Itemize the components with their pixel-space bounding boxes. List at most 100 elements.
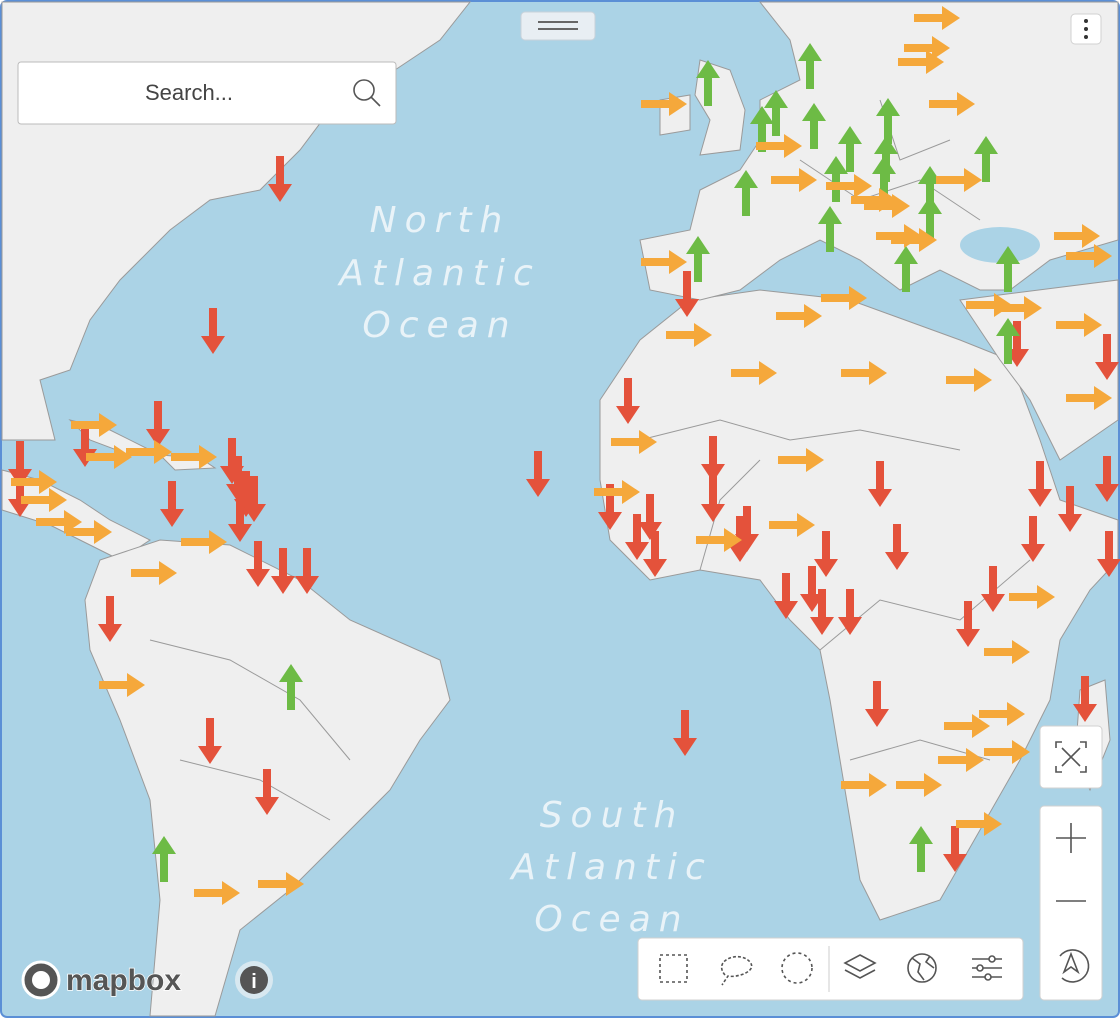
marker-right[interactable]	[131, 561, 177, 585]
marker-right[interactable]	[99, 673, 145, 697]
marker-right[interactable]	[841, 773, 887, 797]
marker-right[interactable]	[696, 528, 742, 552]
marker-right[interactable]	[1009, 585, 1055, 609]
marker-down[interactable]	[160, 481, 184, 527]
marker-down[interactable]	[865, 681, 889, 727]
marker-down[interactable]	[8, 471, 32, 517]
marker-right[interactable]	[891, 228, 937, 252]
marker-down[interactable]	[198, 718, 222, 764]
marker-down[interactable]	[943, 826, 967, 872]
marker-right[interactable]	[641, 250, 687, 274]
marker-right[interactable]	[126, 440, 172, 464]
marker-down[interactable]	[201, 308, 225, 354]
marker-right[interactable]	[1054, 224, 1100, 248]
marker-down[interactable]	[1097, 531, 1120, 577]
marker-down[interactable]	[271, 548, 295, 594]
mapbox-logo[interactable]: mapbox	[21, 960, 182, 1000]
marker-up[interactable]	[152, 836, 176, 882]
marker-right[interactable]	[594, 480, 640, 504]
marker-right[interactable]	[641, 92, 687, 116]
marker-right[interactable]	[944, 714, 990, 738]
marker-right[interactable]	[864, 194, 910, 218]
panel-handle[interactable]	[520, 11, 596, 41]
marker-right[interactable]	[984, 640, 1030, 664]
marker-up[interactable]	[734, 170, 758, 216]
marker-down[interactable]	[295, 548, 319, 594]
marker-down[interactable]	[981, 566, 1005, 612]
marker-right[interactable]	[769, 513, 815, 537]
marker-right[interactable]	[946, 368, 992, 392]
marker-up[interactable]	[872, 156, 896, 202]
marker-down[interactable]	[638, 494, 662, 540]
marker-right[interactable]	[821, 286, 867, 310]
marker-right[interactable]	[66, 520, 112, 544]
marker-right[interactable]	[826, 174, 872, 198]
marker-right[interactable]	[984, 740, 1030, 764]
marker-right[interactable]	[841, 361, 887, 385]
marker-up[interactable]	[876, 98, 900, 144]
circle-select-tool[interactable]	[781, 952, 813, 984]
marker-down[interactable]	[255, 769, 279, 815]
zoom-in[interactable]	[1056, 823, 1086, 853]
marker-down[interactable]	[268, 156, 292, 202]
marker-right[interactable]	[778, 448, 824, 472]
marker-right[interactable]	[731, 361, 777, 385]
marker-right[interactable]	[771, 168, 817, 192]
marker-right[interactable]	[1056, 313, 1102, 337]
marker-right[interactable]	[171, 445, 217, 469]
marker-right[interactable]	[929, 92, 975, 116]
marker-right[interactable]	[11, 470, 57, 494]
marker-up[interactable]	[686, 236, 710, 282]
marker-right[interactable]	[756, 134, 802, 158]
compass[interactable]	[1059, 949, 1090, 983]
marker-down[interactable]	[956, 601, 980, 647]
marker-right[interactable]	[1066, 244, 1112, 268]
marker-up[interactable]	[696, 60, 720, 106]
marker-right[interactable]	[181, 530, 227, 554]
marker-right[interactable]	[71, 413, 117, 437]
marker-down[interactable]	[701, 476, 725, 522]
marker-right[interactable]	[914, 6, 960, 30]
marker-right[interactable]	[936, 168, 982, 192]
marker-down[interactable]	[1073, 676, 1097, 722]
marker-right[interactable]	[938, 748, 984, 772]
marker-down[interactable]	[598, 484, 622, 530]
marker-down[interactable]	[1058, 486, 1082, 532]
marker-up[interactable]	[918, 196, 942, 242]
marker-up[interactable]	[798, 43, 822, 89]
globe-tool[interactable]	[907, 953, 937, 983]
marker-up[interactable]	[824, 156, 848, 202]
marker-up[interactable]	[996, 318, 1020, 364]
marker-right[interactable]	[904, 36, 950, 60]
marker-up[interactable]	[764, 90, 788, 136]
marker-down[interactable]	[868, 461, 892, 507]
marker-down[interactable]	[701, 436, 725, 482]
marker-down[interactable]	[242, 476, 266, 522]
search-box[interactable]	[17, 61, 397, 125]
marker-right[interactable]	[194, 881, 240, 905]
layers-tool[interactable]	[843, 954, 877, 979]
marker-down[interactable]	[1095, 334, 1119, 380]
marker-down[interactable]	[885, 524, 909, 570]
marker-down[interactable]	[1021, 516, 1045, 562]
marker-up[interactable]	[750, 106, 774, 152]
marker-down[interactable]	[673, 710, 697, 756]
marker-right[interactable]	[611, 430, 657, 454]
search-icon[interactable]	[353, 79, 381, 107]
rect-select-tool[interactable]	[659, 954, 688, 983]
marker-right[interactable]	[776, 304, 822, 328]
marker-up[interactable]	[894, 246, 918, 292]
marker-right[interactable]	[21, 488, 67, 512]
lasso-tool[interactable]	[720, 955, 753, 986]
marker-down[interactable]	[146, 401, 170, 447]
marker-down[interactable]	[616, 378, 640, 424]
marker-right[interactable]	[898, 50, 944, 74]
marker-up[interactable]	[802, 103, 826, 149]
marker-up[interactable]	[909, 826, 933, 872]
marker-right[interactable]	[996, 296, 1042, 320]
marker-up[interactable]	[818, 206, 842, 252]
marker-down[interactable]	[625, 514, 649, 560]
marker-down[interactable]	[643, 531, 667, 577]
marker-down[interactable]	[810, 589, 834, 635]
